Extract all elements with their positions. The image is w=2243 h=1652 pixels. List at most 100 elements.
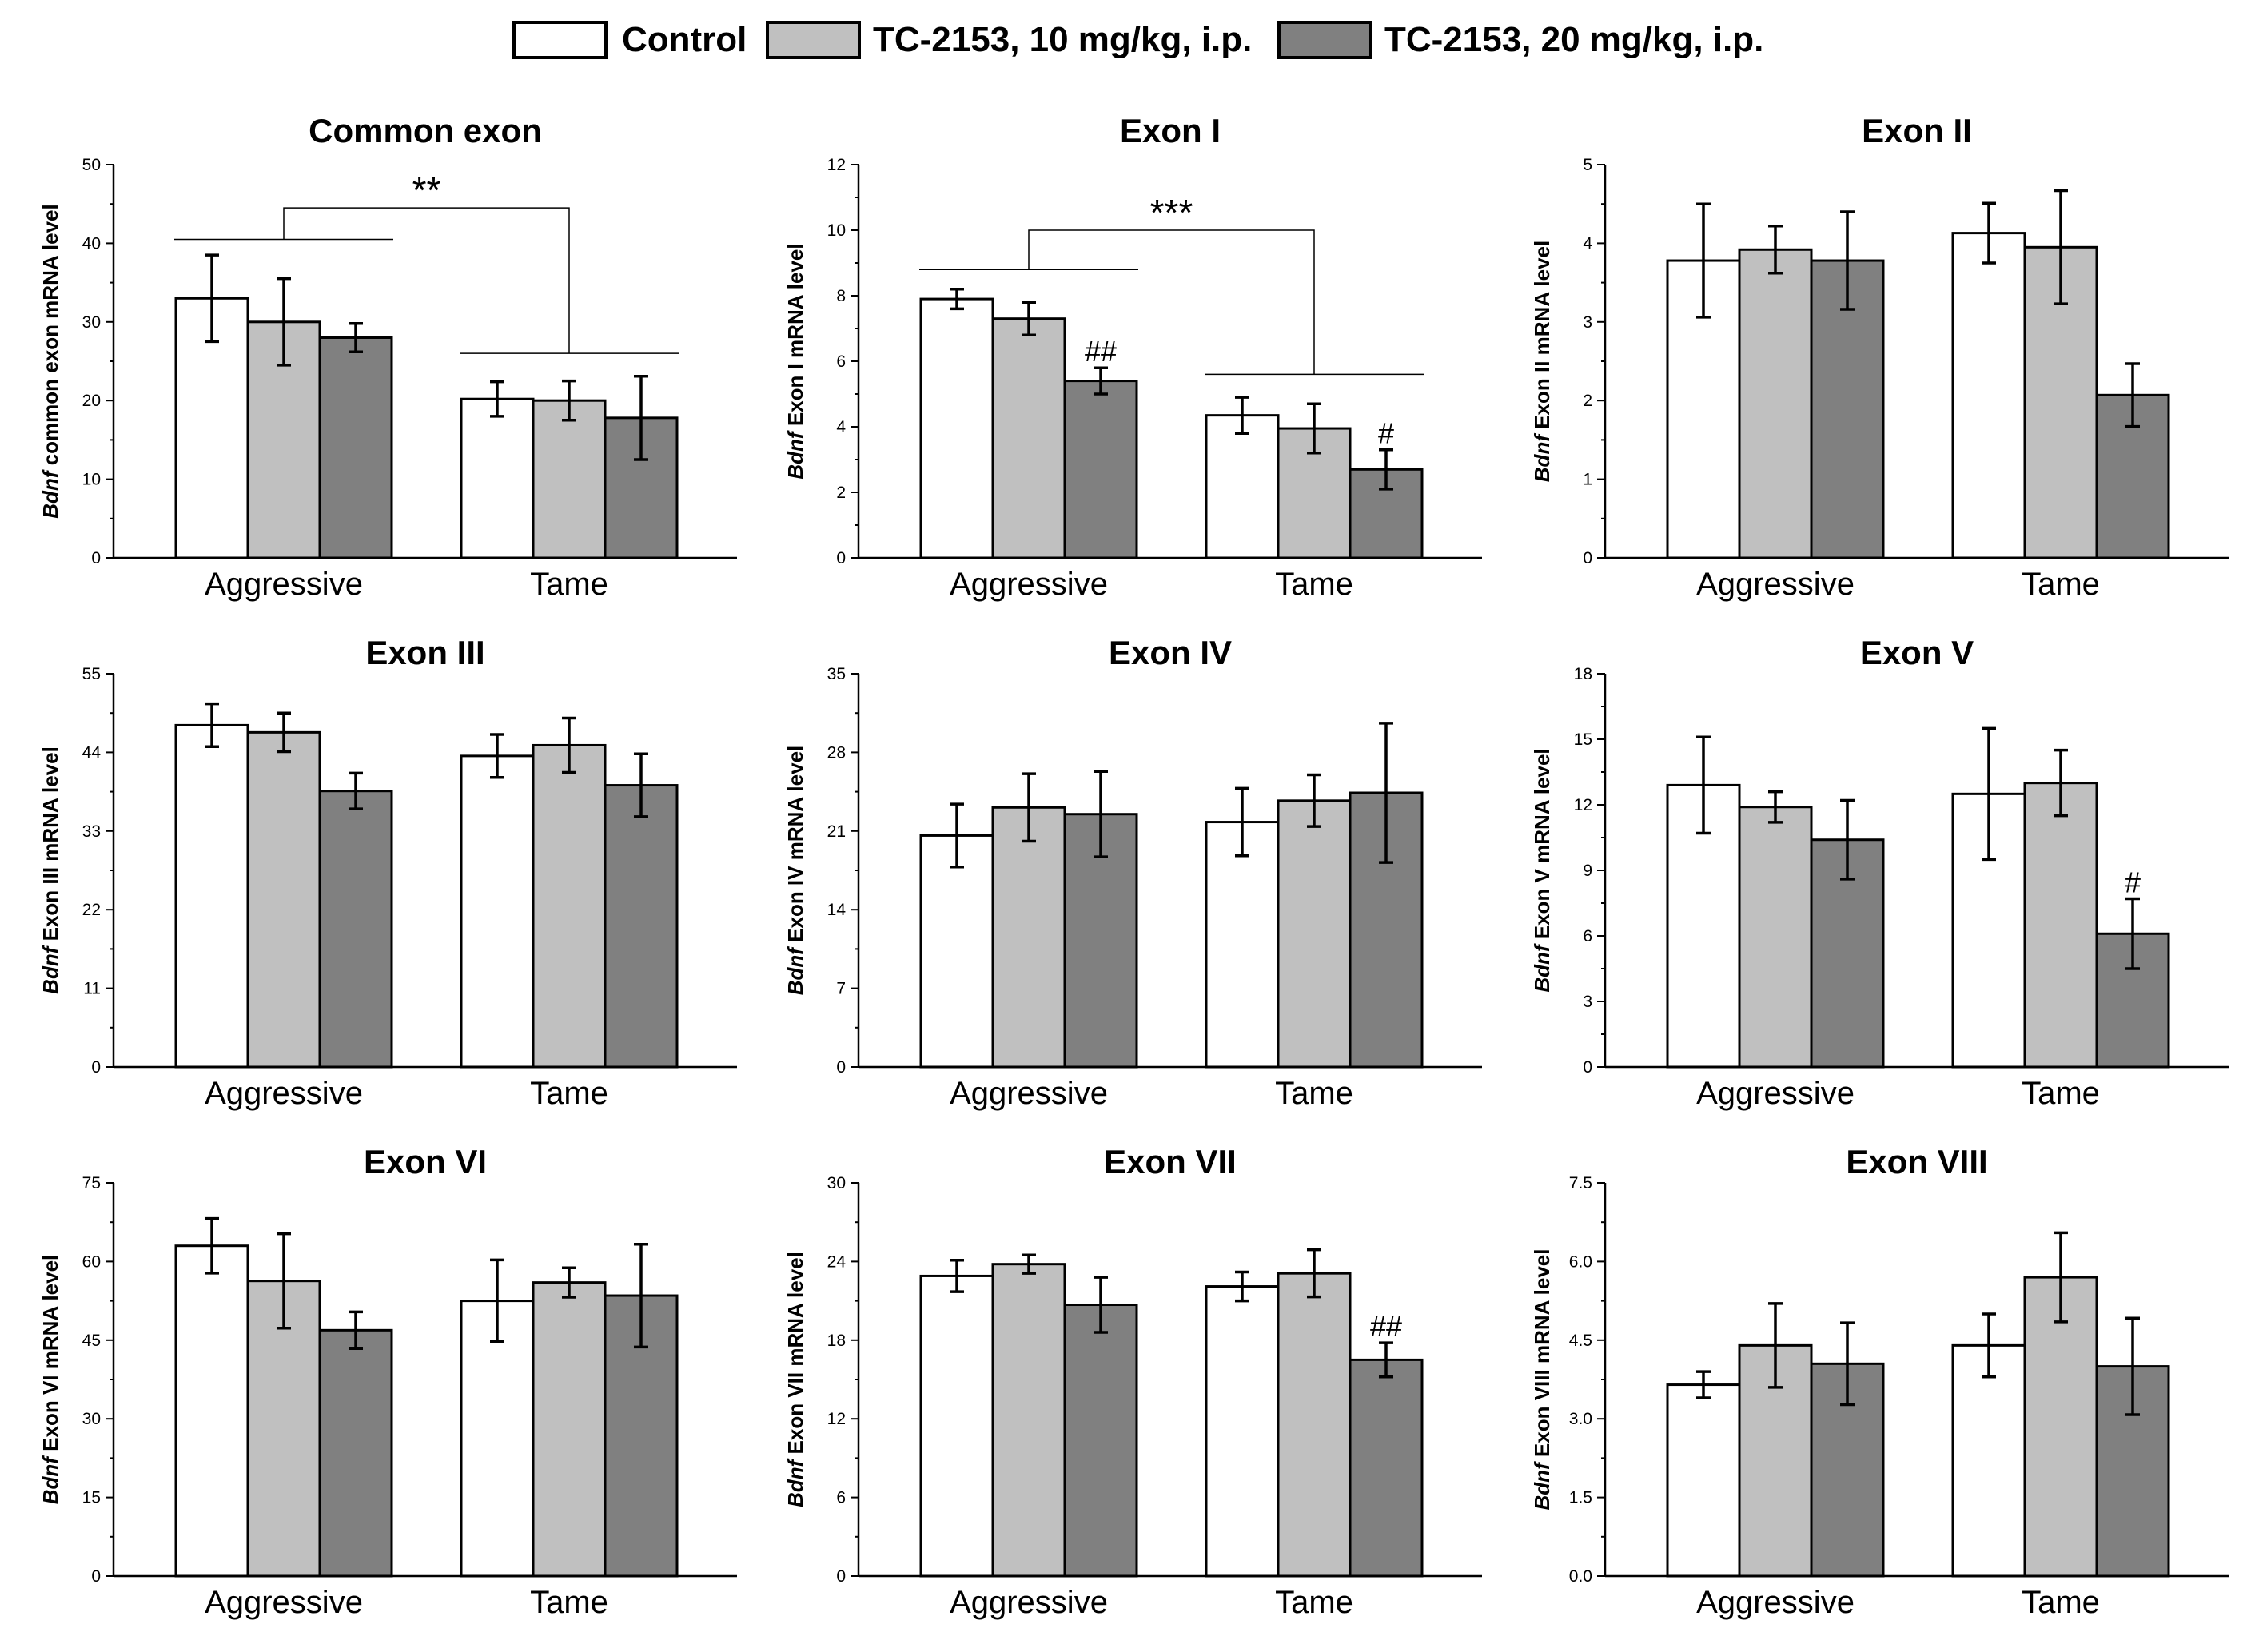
bar xyxy=(460,754,535,1069)
y-tick-label: 75 xyxy=(82,1174,101,1192)
legend-item: Control xyxy=(512,20,747,59)
y-tick-label: 7.5 xyxy=(1569,1174,1592,1192)
significance-label: ** xyxy=(412,169,441,211)
x-tick-label: Aggressive xyxy=(205,1076,363,1111)
bar xyxy=(174,1244,249,1578)
x-tick-label: Tame xyxy=(1275,567,1353,602)
y-tick-label: 1 xyxy=(1583,471,1592,489)
bar xyxy=(1666,1383,1741,1578)
y-tick-label: 60 xyxy=(82,1252,101,1271)
y-axis-label-gene: Bdnf xyxy=(1530,1461,1554,1511)
x-tick-label: Tame xyxy=(530,1076,608,1111)
bar xyxy=(460,397,535,559)
legend-swatch xyxy=(1277,21,1372,59)
y-tick-label: 6 xyxy=(836,1489,846,1507)
legend: Control TC-2153, 10 mg/kg, i.p. TC-2153, 2… xyxy=(512,20,1763,59)
y-tick-label: 0.0 xyxy=(1569,1567,1592,1586)
y-axis-label-gene: Bdnf xyxy=(38,1455,62,1505)
y-tick-label: 0 xyxy=(1583,549,1592,567)
y-tick-label: 0 xyxy=(836,1058,846,1077)
y-tick-label: 2 xyxy=(836,484,846,502)
y-tick-label: 0 xyxy=(836,549,846,567)
panel-title: Exon III xyxy=(365,634,484,671)
y-tick-label: 22 xyxy=(82,901,101,919)
y-axis-label-text: Exon III mRNA level xyxy=(38,746,62,946)
y-tick-label: 12 xyxy=(827,156,846,174)
bar xyxy=(318,790,393,1069)
y-tick-label: 4 xyxy=(836,418,846,436)
bar xyxy=(532,1281,607,1578)
x-tick-label: Aggressive xyxy=(950,567,1108,602)
x-tick-label: Aggressive xyxy=(1696,1076,1855,1111)
panel-title: Exon I xyxy=(1120,112,1221,149)
x-tick-label: Aggressive xyxy=(950,1585,1108,1620)
bar xyxy=(318,336,393,559)
y-tick-label: 1.5 xyxy=(1569,1489,1592,1507)
bar-annotation: ## xyxy=(1085,335,1117,368)
y-tick-label: 12 xyxy=(1574,796,1592,814)
y-tick-label: 0 xyxy=(91,1567,101,1586)
y-tick-label: 11 xyxy=(83,980,101,998)
y-tick-label: 44 xyxy=(82,743,102,762)
x-tick-label: Tame xyxy=(2022,567,2100,602)
y-tick-label: 6 xyxy=(1583,927,1592,945)
y-tick-label: 30 xyxy=(82,313,101,332)
y-tick-label: 18 xyxy=(1574,665,1592,683)
y-axis-label-text: Exon IV mRNA level xyxy=(783,746,807,948)
y-tick-label: 10 xyxy=(82,471,101,489)
panel-title: Exon V xyxy=(1860,634,1974,671)
y-tick-label: 0 xyxy=(836,1567,846,1586)
y-axis-label: Bdnf Exon VII mRNA level xyxy=(783,1252,807,1507)
bar xyxy=(991,317,1066,559)
x-tick-label: Tame xyxy=(530,1585,608,1620)
y-axis-label-gene: Bdnf xyxy=(1530,433,1554,483)
x-tick-label: Tame xyxy=(2022,1585,2100,1620)
x-tick-label: Aggressive xyxy=(205,567,363,602)
legend-item: TC-2153, 10 mg/kg, i.p. xyxy=(766,20,1252,59)
bar-annotation: ## xyxy=(1370,1310,1402,1343)
y-axis-label-text: Exon V mRNA level xyxy=(1530,748,1554,945)
y-tick-label: 4.5 xyxy=(1569,1332,1592,1350)
bar xyxy=(532,743,607,1069)
y-axis-label: Bdnf Exon I mRNA level xyxy=(783,243,807,479)
y-tick-label: 28 xyxy=(827,743,846,762)
y-axis-label-gene: Bdnf xyxy=(38,945,62,994)
significance-label: *** xyxy=(1150,192,1193,233)
bar xyxy=(1738,248,1813,559)
bar xyxy=(1063,1304,1138,1578)
y-tick-label: 30 xyxy=(82,1410,101,1428)
panel-title: Exon VI xyxy=(364,1143,487,1180)
y-tick-label: 3 xyxy=(1583,993,1592,1011)
y-tick-label: 45 xyxy=(82,1332,101,1350)
bar xyxy=(919,1274,994,1578)
bar xyxy=(1349,1358,1424,1578)
bar xyxy=(1205,414,1280,559)
y-axis-label: Bdnf common exon mRNA level xyxy=(38,204,62,518)
y-tick-label: 9 xyxy=(1583,862,1592,880)
y-tick-label: 2 xyxy=(1583,392,1592,410)
bar xyxy=(1205,821,1280,1069)
bar xyxy=(919,834,994,1069)
y-tick-label: 18 xyxy=(827,1332,846,1350)
y-tick-label: 24 xyxy=(827,1252,847,1271)
y-axis-label: Bdnf Exon V mRNA level xyxy=(1530,748,1554,992)
y-tick-label: 15 xyxy=(82,1489,101,1507)
y-tick-label: 10 xyxy=(827,221,846,240)
panel: Exon VI Bdnf Exon VI mRNA level 0 15 30 45 60 7… xyxy=(38,1143,737,1620)
bar xyxy=(1277,799,1352,1069)
panel-title: Exon II xyxy=(1862,112,1972,149)
y-tick-label: 3 xyxy=(1583,313,1592,332)
x-tick-label: Aggressive xyxy=(950,1076,1108,1111)
y-tick-label: 5 xyxy=(1583,156,1592,174)
y-tick-label: 14 xyxy=(827,901,847,919)
panel-title: Common exon xyxy=(309,112,542,149)
x-tick-label: Aggressive xyxy=(1696,567,1855,602)
bar xyxy=(1951,232,2026,559)
panel: Common exon Bdnf common exon mRNA level 0 1… xyxy=(38,112,737,602)
y-tick-label: 4 xyxy=(1583,234,1592,253)
y-axis-label-gene: Bdnf xyxy=(1530,943,1554,993)
panel-title: Exon VIII xyxy=(1846,1143,1987,1180)
y-tick-label: 0 xyxy=(91,1058,101,1077)
x-tick-label: Aggressive xyxy=(1696,1585,1855,1620)
